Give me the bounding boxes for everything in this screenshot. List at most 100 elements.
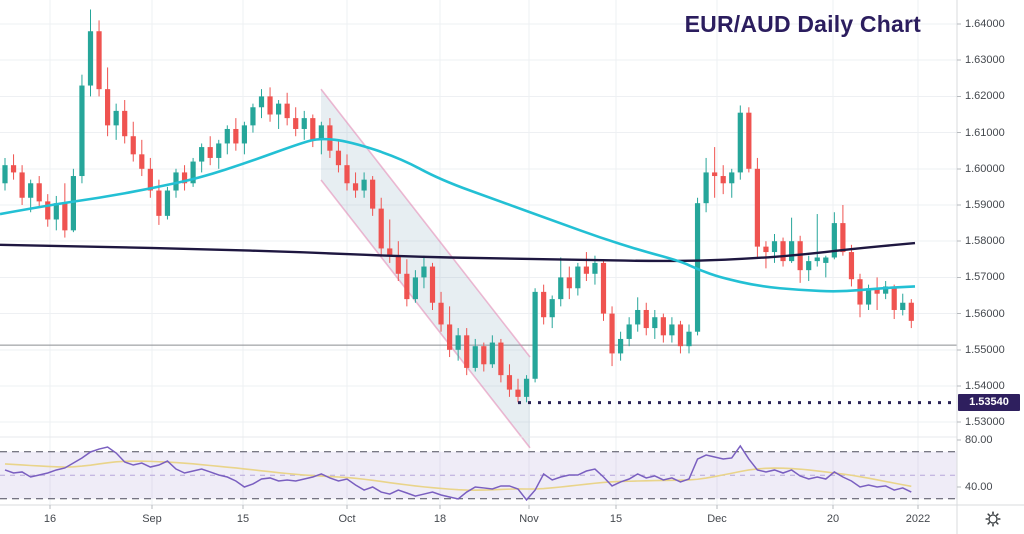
candle-up	[592, 262, 598, 274]
candle-up	[455, 335, 461, 350]
candle-up	[549, 299, 555, 318]
candle-up	[635, 309, 641, 325]
candle-down	[498, 342, 504, 376]
time-axis-label: 15	[609, 513, 623, 525]
candle-up	[669, 324, 675, 336]
candle-up	[199, 147, 205, 162]
time-axis-label: Sep	[142, 513, 162, 525]
candle-up	[771, 241, 778, 253]
candle-up	[412, 277, 418, 300]
candle-up	[831, 223, 837, 258]
settings-gear-icon[interactable]	[984, 510, 1002, 528]
price-axis-label: 1.63000	[965, 54, 1005, 67]
candle-down	[395, 255, 401, 274]
price-axis-label: 1.57000	[965, 271, 1005, 284]
candle-up	[883, 286, 889, 294]
candle-up	[53, 203, 59, 220]
candle-up	[472, 346, 478, 368]
candle-up	[301, 118, 307, 129]
candle-down	[754, 168, 760, 247]
candle-up	[241, 125, 247, 144]
candle-up	[224, 128, 230, 144]
candle-up	[318, 125, 324, 140]
candle-up	[532, 291, 538, 379]
candle-down	[515, 389, 521, 397]
time-axis-label: Nov	[519, 513, 539, 525]
time-axis-label: 20	[826, 513, 840, 525]
indicator-axis-label: 40.00	[965, 481, 993, 493]
candle-up	[652, 317, 658, 329]
candle-down	[609, 313, 615, 354]
candle-down	[267, 96, 273, 115]
candle-up	[489, 342, 495, 365]
indicator-axis-label: 80.00	[965, 434, 993, 446]
candle-down	[481, 346, 487, 365]
price-axis-label: 1.62000	[965, 90, 1005, 103]
candle-down	[447, 324, 453, 350]
candle-down	[10, 165, 17, 173]
candle-down	[181, 172, 188, 184]
candle-down	[378, 208, 384, 249]
candle-down	[233, 128, 239, 144]
candle-down	[335, 150, 342, 166]
price-axis-label: 1.64000	[965, 18, 1005, 30]
time-axis-label: Dec	[707, 513, 727, 525]
ma-fast-line[interactable]	[0, 137, 916, 293]
candle-down	[438, 302, 444, 325]
candle-up	[361, 179, 367, 191]
chart-title: EUR/AUD Daily Chart	[684, 11, 921, 37]
time-axis-label: Oct	[338, 513, 356, 525]
candle-down	[712, 172, 718, 177]
candle-up	[823, 257, 829, 263]
candle-up	[250, 107, 256, 126]
candle-up	[703, 172, 709, 204]
candle-down	[156, 190, 162, 216]
candle-down	[891, 286, 897, 310]
price-axis-label: 1.53000	[965, 416, 1005, 429]
candle-down	[506, 375, 513, 390]
candle-up	[173, 172, 179, 191]
price-axis-label: 1.55000	[965, 343, 1005, 356]
candle-down	[404, 273, 410, 300]
candle-up	[113, 110, 119, 126]
candle-up	[814, 257, 820, 262]
candle-down	[429, 266, 436, 303]
candle-down	[36, 183, 42, 202]
price-axis-label: 1.58000	[965, 235, 1005, 248]
candle-up	[70, 176, 76, 231]
candle-up	[806, 261, 812, 271]
time-axis-label: 18	[433, 513, 447, 525]
candle-down	[207, 147, 213, 158]
candle-down	[848, 252, 855, 280]
price-axis-label: 1.59000	[965, 199, 1005, 211]
candle-up	[900, 302, 906, 310]
candle-up	[79, 85, 85, 177]
channel-lower-line	[320, 179, 531, 449]
oscillator-signal-line	[4, 460, 912, 491]
candle-down	[344, 165, 350, 184]
candle-down	[874, 288, 880, 294]
price-axis-label: 1.56000	[965, 307, 1005, 320]
candle-down	[327, 125, 333, 151]
candle-up	[618, 338, 624, 354]
candle-down	[746, 112, 752, 169]
candle-up	[2, 165, 8, 184]
candle-down	[908, 302, 914, 321]
candle-down	[96, 31, 102, 90]
candle-up	[28, 183, 34, 198]
ma-slow-line[interactable]	[0, 241, 916, 263]
candle-down	[840, 223, 846, 253]
candle-down	[293, 118, 299, 129]
candle-up	[789, 241, 795, 262]
candle-up	[737, 112, 743, 173]
candle-up	[523, 378, 530, 397]
candle-down	[660, 317, 666, 336]
candle-down	[370, 179, 376, 209]
time-axis-label: 16	[43, 513, 57, 525]
candle-down	[45, 201, 51, 220]
candle-down	[583, 266, 589, 274]
candle-up	[686, 331, 692, 347]
candle-down	[62, 203, 68, 231]
